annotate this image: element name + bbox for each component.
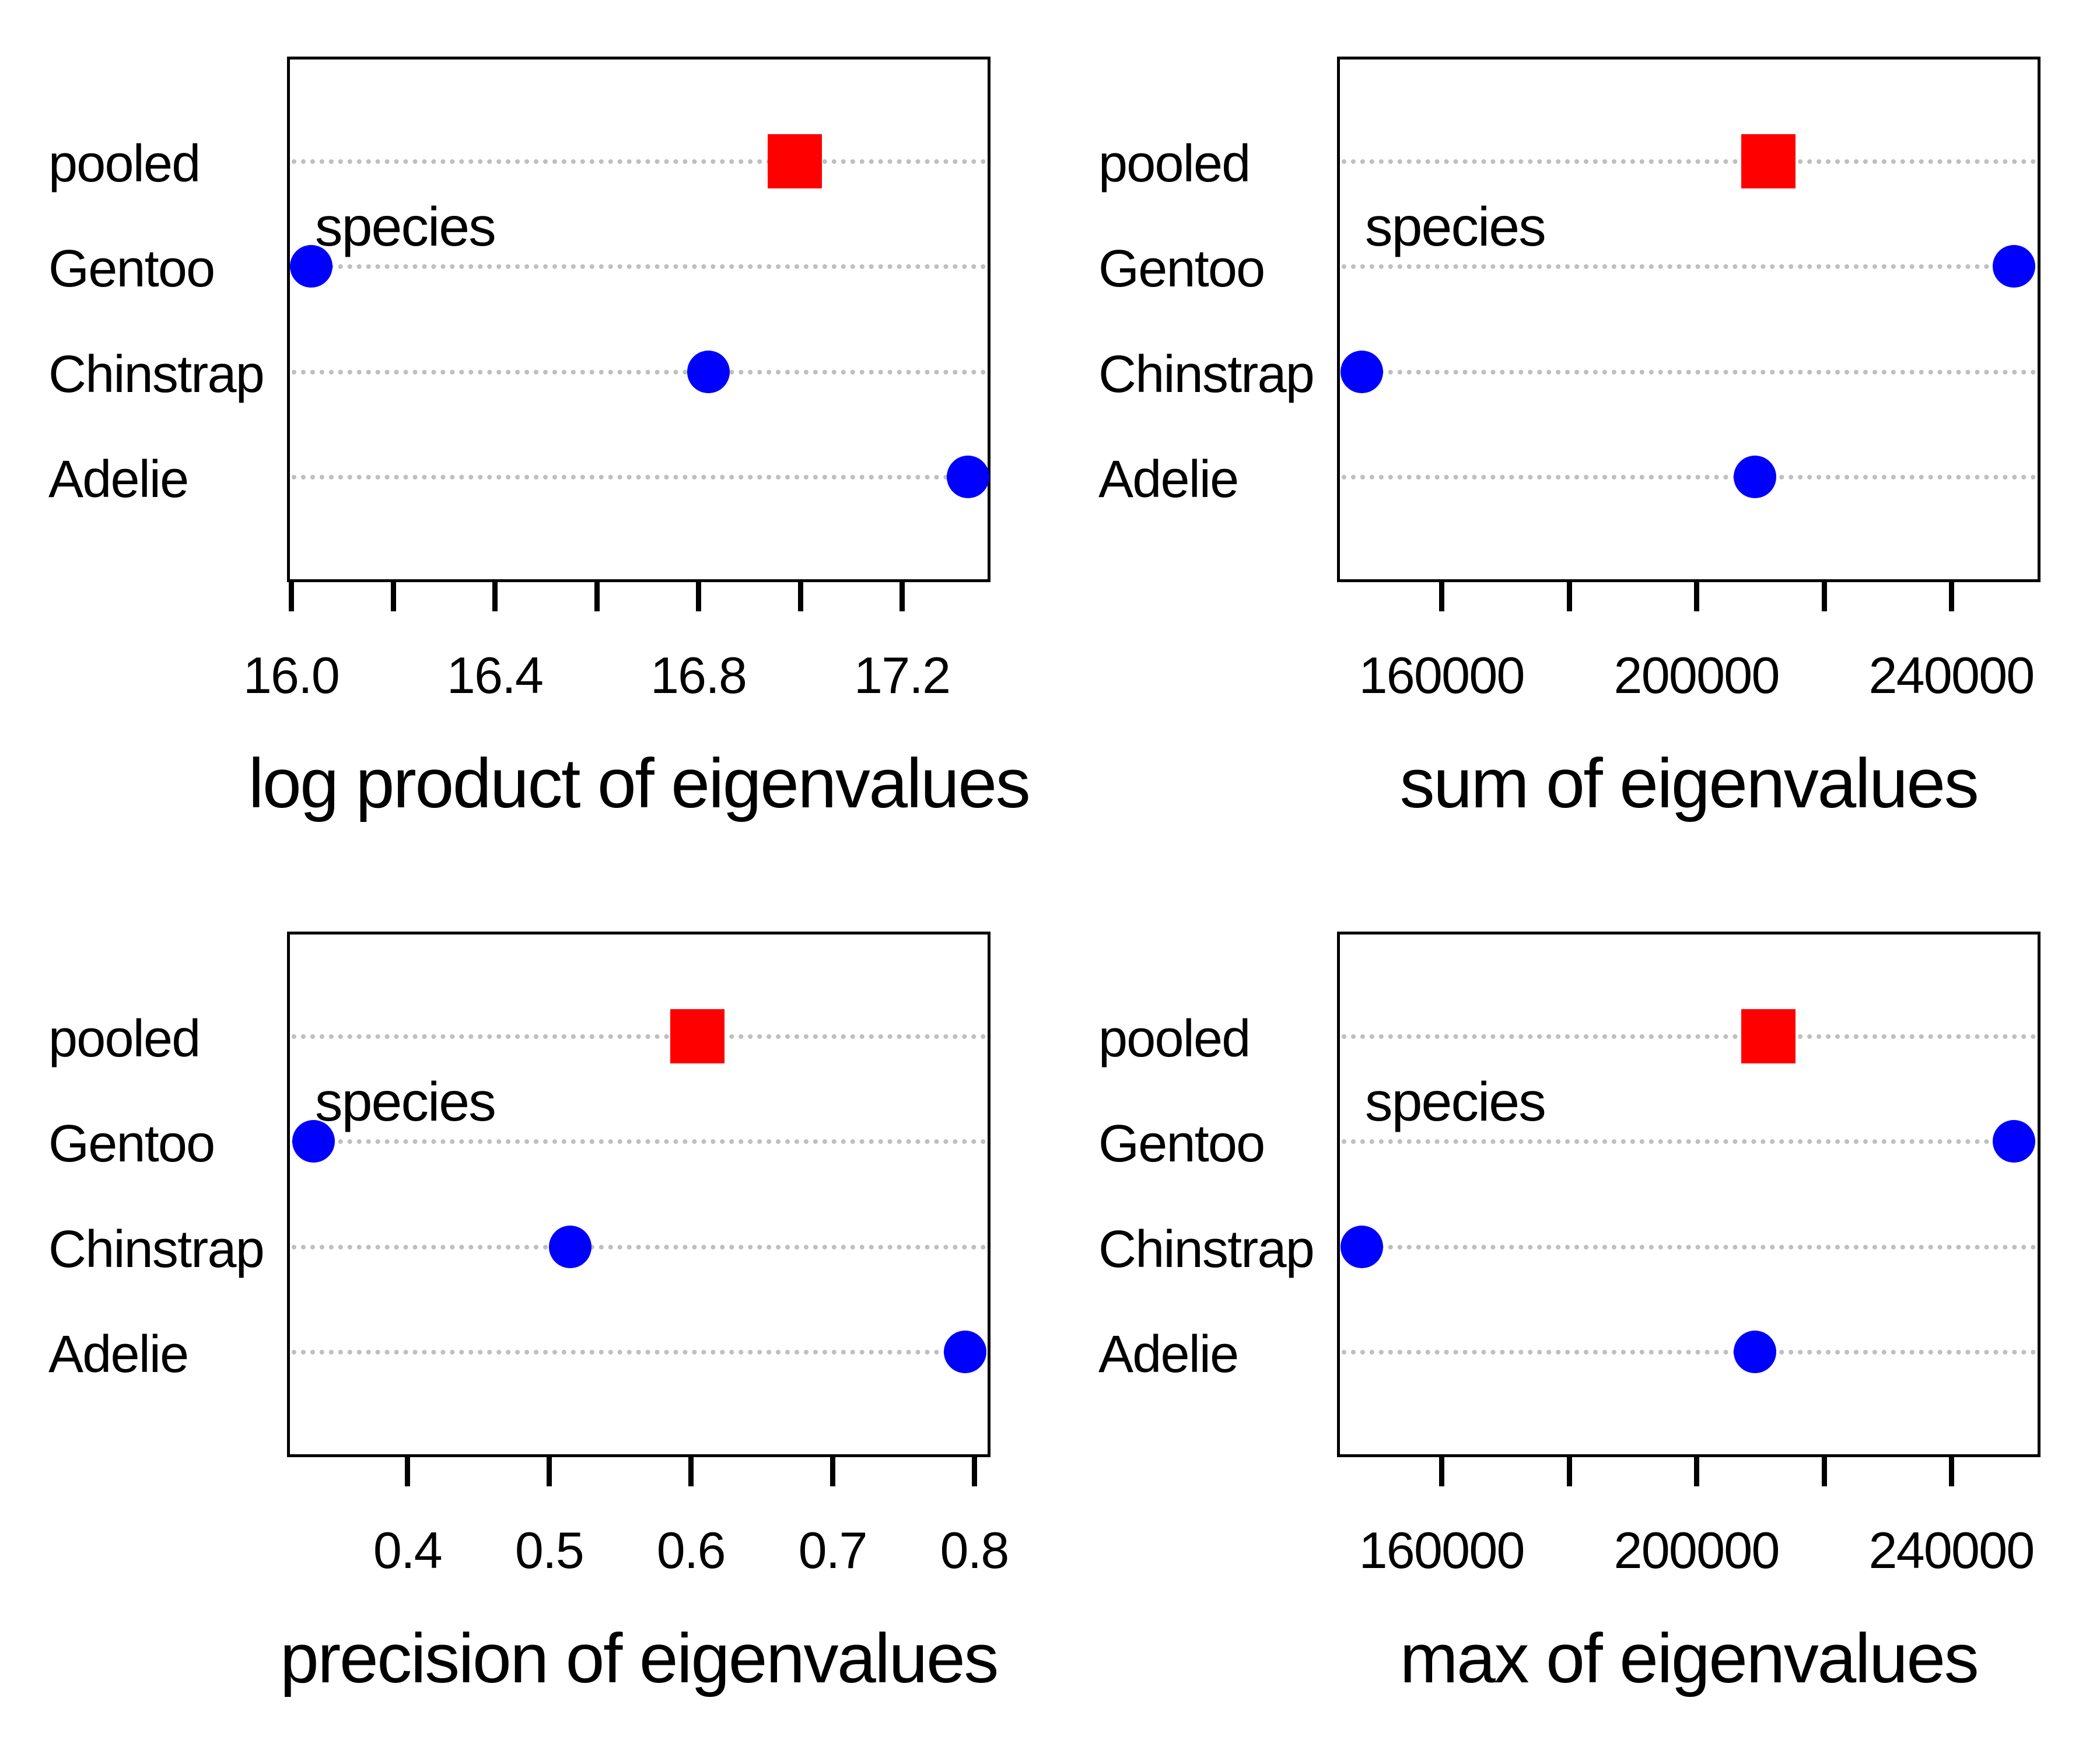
gridline-chinstrap [292, 369, 986, 374]
category-label-adelie: Adelie [48, 1325, 189, 1384]
x-axis-tick [830, 1457, 836, 1486]
gridline-gentoo [1342, 1139, 2036, 1144]
x-tick-label: 200000 [1614, 646, 1780, 704]
plot-panel-bottom-left [287, 932, 991, 1457]
x-axis-tick [492, 582, 498, 611]
category-label-adelie: Adelie [1098, 450, 1239, 509]
category-label-gentoo: Gentoo [48, 240, 215, 299]
x-axis-tick [688, 1457, 694, 1486]
category-label-chinstrap: Chinstrap [1098, 345, 1315, 404]
x-axis-tick [972, 1457, 978, 1486]
chinstrap-circle-marker [687, 350, 730, 393]
gentoo-circle-marker [1993, 245, 2036, 288]
chinstrap-circle-marker [1340, 350, 1383, 393]
gridline-adelie [292, 474, 986, 480]
category-label-adelie: Adelie [48, 450, 189, 509]
x-tick-label: 0.4 [373, 1521, 443, 1579]
x-axis-tick [797, 582, 803, 611]
x-tick-label: 240000 [1868, 646, 2035, 704]
gridline-gentoo [292, 264, 986, 270]
pooled-square-marker [670, 1009, 725, 1064]
x-axis-tick [594, 582, 600, 611]
gridline-gentoo [1342, 264, 2036, 270]
x-axis-tick [1949, 1457, 1955, 1486]
x-axis-title-top-left: log product of eigenvalues [248, 744, 1031, 822]
adelie-circle-marker [944, 1330, 987, 1373]
x-tick-label: 160000 [1359, 1521, 1525, 1579]
gridline-chinstrap [292, 1244, 986, 1250]
gridline-pooled [292, 1034, 986, 1040]
category-label-pooled: pooled [48, 1010, 201, 1069]
pooled-square-marker [1741, 134, 1796, 189]
gridline-pooled [1342, 159, 2036, 164]
x-axis-tick [900, 582, 905, 611]
x-axis-tick [1821, 1457, 1827, 1486]
category-label-chinstrap: Chinstrap [1098, 1220, 1315, 1279]
x-tick-label: 240000 [1868, 1521, 2035, 1579]
x-axis-tick [1694, 582, 1700, 611]
category-label-pooled: pooled [1098, 135, 1251, 194]
gridline-chinstrap [1342, 1244, 2036, 1250]
gridline-pooled [292, 159, 986, 164]
gridline-pooled [1342, 1034, 2036, 1040]
gentoo-circle-marker [1993, 1120, 2036, 1163]
gridline-adelie [292, 1349, 986, 1354]
x-axis-tick [1694, 1457, 1700, 1486]
adelie-circle-marker [946, 455, 989, 498]
x-tick-label: 200000 [1614, 1521, 1780, 1579]
species-group-label: species [1365, 1071, 1546, 1133]
species-group-label: species [1365, 196, 1546, 258]
gentoo-circle-marker [292, 1120, 335, 1163]
adelie-circle-marker [1733, 1330, 1776, 1373]
chinstrap-circle-marker [1340, 1225, 1383, 1268]
species-group-label: species [315, 196, 496, 258]
x-tick-label: 16.0 [243, 646, 340, 704]
chinstrap-circle-marker [548, 1225, 592, 1268]
x-tick-label: 17.2 [854, 646, 951, 704]
category-label-gentoo: Gentoo [1098, 1115, 1265, 1174]
plot-panel-top-left [287, 57, 991, 582]
pooled-square-marker [1741, 1009, 1796, 1064]
x-axis-title-bottom-right: max of eigenvalues [1399, 1619, 1979, 1698]
category-label-chinstrap: Chinstrap [48, 1220, 265, 1279]
x-axis-tick [1821, 582, 1827, 611]
category-label-gentoo: Gentoo [48, 1115, 215, 1174]
x-axis-title-top-right: sum of eigenvalues [1399, 744, 1979, 822]
plot-panel-top-right [1337, 57, 2041, 582]
x-tick-label: 16.8 [650, 646, 747, 704]
x-axis-tick [1949, 582, 1955, 611]
x-axis-tick [547, 1457, 552, 1486]
x-axis-title-bottom-left: precision of eigenvalues [280, 1619, 999, 1698]
x-axis-tick [696, 582, 702, 611]
x-axis-tick [1439, 582, 1445, 611]
gridline-gentoo [292, 1139, 986, 1144]
x-tick-label: 160000 [1359, 646, 1525, 704]
x-axis-tick [390, 582, 396, 611]
x-axis-tick [1439, 1457, 1445, 1486]
x-axis-tick [1566, 582, 1572, 611]
x-axis-tick [1566, 1457, 1572, 1486]
x-tick-label: 0.7 [798, 1521, 868, 1579]
pooled-square-marker [767, 134, 822, 189]
x-tick-label: 16.4 [446, 646, 544, 704]
x-axis-tick [288, 582, 294, 611]
x-axis-tick [405, 1457, 411, 1486]
category-label-chinstrap: Chinstrap [48, 345, 265, 404]
plot-panel-bottom-right [1337, 932, 2041, 1457]
species-group-label: species [315, 1071, 496, 1133]
x-tick-label: 0.6 [656, 1521, 726, 1579]
x-tick-label: 0.8 [940, 1521, 1010, 1579]
category-label-gentoo: Gentoo [1098, 240, 1265, 299]
gentoo-circle-marker [289, 245, 332, 288]
gridline-chinstrap [1342, 369, 2036, 374]
category-label-adelie: Adelie [1098, 1325, 1239, 1384]
gridline-adelie [1342, 1349, 2036, 1354]
category-label-pooled: pooled [1098, 1010, 1251, 1069]
gridline-adelie [1342, 474, 2036, 480]
category-label-pooled: pooled [48, 135, 201, 194]
x-tick-label: 0.5 [514, 1521, 584, 1579]
adelie-circle-marker [1733, 455, 1776, 498]
